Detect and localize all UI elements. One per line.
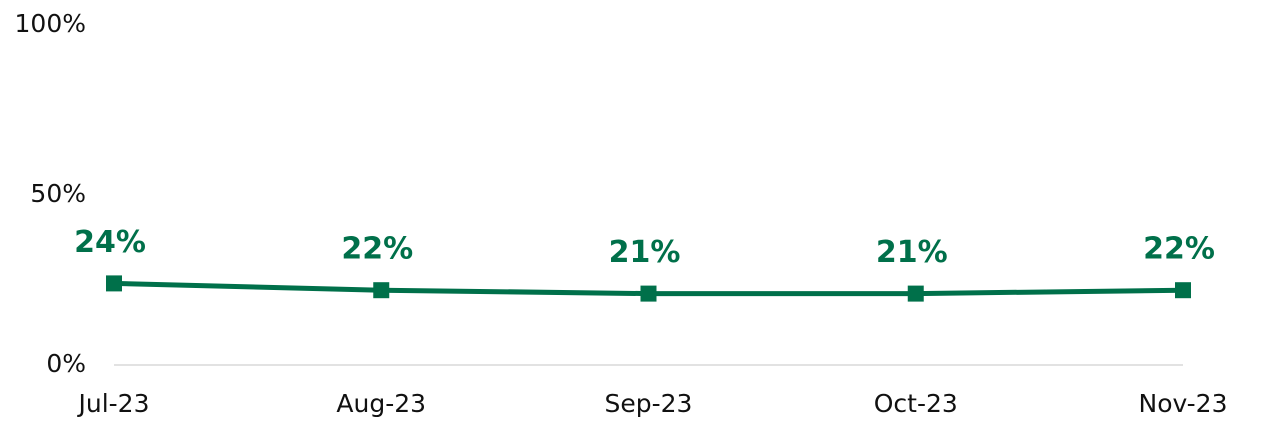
marker	[373, 282, 390, 299]
x-tick-label: Oct-23	[874, 389, 958, 418]
data-label: 22%	[1143, 232, 1215, 267]
x-tick-label: Sep-23	[605, 389, 693, 418]
y-tick-label: 100%	[15, 9, 86, 38]
data-label: 24%	[74, 225, 146, 260]
x-tick-label: Jul-23	[77, 389, 150, 418]
marker	[907, 285, 924, 302]
marker	[1175, 282, 1191, 299]
data-label: 21%	[876, 235, 948, 270]
marker	[640, 285, 657, 302]
y-tick-label: 50%	[30, 179, 86, 208]
marker	[106, 275, 122, 292]
x-tick-label: Nov-23	[1139, 389, 1228, 418]
x-tick-label: Aug-23	[336, 389, 426, 418]
y-tick-label: 0%	[46, 349, 86, 378]
data-label: 22%	[341, 232, 413, 267]
data-label: 21%	[609, 235, 681, 270]
